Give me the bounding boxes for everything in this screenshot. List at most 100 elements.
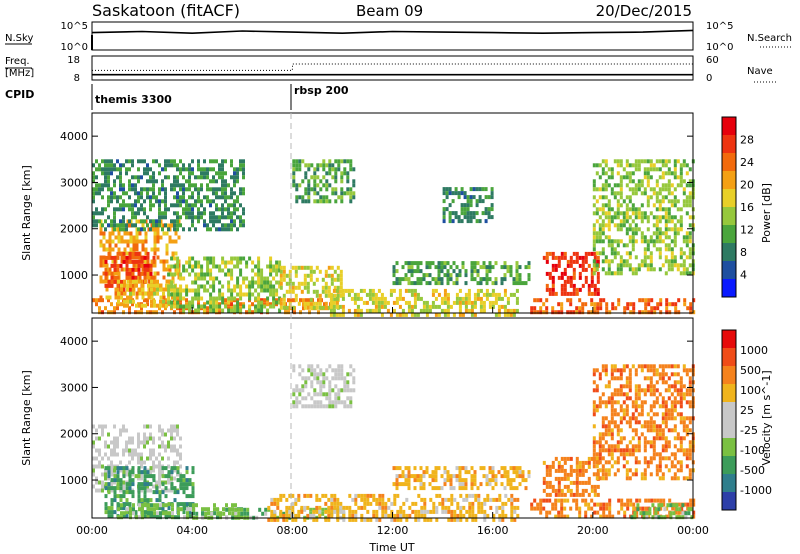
velocity-cell — [676, 412, 680, 417]
velocity-cell — [688, 404, 692, 409]
velocity-cell — [622, 392, 626, 397]
power-cell — [601, 207, 605, 212]
velocity-cell — [162, 511, 165, 516]
power-cell — [629, 310, 633, 315]
velocity-cell — [470, 482, 474, 487]
velocity-cell — [551, 460, 555, 465]
velocity-cell — [387, 505, 391, 510]
power-cell — [107, 215, 110, 220]
power-cell — [503, 273, 507, 278]
power-cell — [257, 264, 261, 269]
velocity-cell — [432, 509, 436, 514]
power-cell — [613, 191, 617, 196]
power-cell — [230, 306, 233, 311]
power-cell — [610, 251, 614, 256]
velocity-cell — [447, 509, 451, 514]
power-cell — [335, 296, 339, 301]
velocity-cell — [619, 404, 623, 409]
power-cell — [377, 300, 381, 305]
power-cell — [368, 288, 372, 293]
power-cell — [194, 308, 198, 313]
power-cell — [120, 259, 124, 264]
velocity-cell — [234, 511, 237, 516]
velocity-cell — [158, 428, 161, 433]
velocity-cell — [129, 511, 132, 516]
velocity-cell — [351, 509, 355, 514]
velocity-cell — [452, 474, 456, 479]
power-cell — [254, 264, 258, 269]
power-cell — [212, 260, 216, 265]
power-cell — [128, 167, 131, 172]
velocity-cell — [485, 482, 489, 487]
power-cell — [616, 263, 620, 268]
power-cell — [545, 251, 549, 256]
power-cell — [475, 219, 479, 224]
velocity-cell — [578, 492, 582, 497]
power-cell — [149, 310, 152, 315]
velocity-cell — [327, 517, 331, 522]
velocity-cell — [191, 490, 195, 495]
power-cell — [242, 167, 245, 172]
power-cell — [301, 179, 305, 184]
velocity-cell — [315, 517, 319, 522]
power-cell — [347, 292, 351, 297]
power-cell — [607, 219, 611, 224]
power-cell — [174, 251, 178, 256]
power-colorbar-swatch — [722, 225, 736, 243]
power-cell — [395, 312, 399, 317]
velocity-cell — [670, 384, 674, 389]
power-cell — [593, 287, 597, 292]
power-cell — [279, 273, 283, 278]
velocity-cell — [117, 507, 120, 512]
velocity-cell — [637, 388, 641, 393]
velocity-cell — [590, 488, 594, 493]
velocity-cell — [625, 392, 629, 397]
velocity-cell — [348, 517, 352, 522]
noise-left-label: N.Sky — [5, 33, 33, 44]
power-cell — [161, 199, 164, 204]
velocity-cell — [613, 420, 617, 425]
power-cell — [122, 223, 125, 228]
power-cell — [598, 163, 602, 168]
power-cell — [233, 175, 236, 180]
power-cell — [179, 304, 183, 309]
velocity-cell — [592, 460, 596, 465]
power-cell — [218, 207, 221, 212]
velocity-cell — [652, 400, 656, 405]
power-colorbar-swatch — [722, 117, 736, 135]
velocity-cell — [152, 448, 155, 453]
velocity-cell — [450, 501, 454, 506]
velocity-cell — [113, 494, 117, 499]
velocity-cell — [150, 511, 153, 516]
velocity-cell — [423, 505, 427, 510]
power-cell — [548, 251, 552, 256]
velocity-cell — [110, 498, 114, 503]
power-cell — [191, 296, 195, 301]
power-cell — [233, 288, 237, 293]
velocity-cell — [560, 510, 564, 515]
power-cell — [596, 306, 600, 311]
velocity-cell — [423, 497, 427, 502]
velocity-cell — [557, 492, 561, 497]
velocity-cell — [282, 511, 286, 516]
power-cell — [122, 259, 126, 264]
velocity-cell — [192, 503, 195, 508]
velocity-cell — [381, 509, 385, 514]
power-cell — [257, 308, 261, 313]
power-cells — [92, 159, 696, 317]
velocity-cell — [617, 510, 621, 515]
power-cell — [601, 159, 605, 164]
velocity-cell — [449, 486, 453, 491]
power-cell — [200, 264, 204, 269]
velocity-cell — [149, 448, 152, 453]
velocity-cell — [689, 498, 693, 503]
power-cell — [120, 291, 124, 296]
power-cell — [218, 310, 221, 315]
velocity-cell — [95, 488, 98, 493]
power-cell — [413, 296, 417, 301]
velocity-cell — [149, 498, 153, 503]
power-cell — [457, 219, 461, 224]
power-cell — [117, 279, 120, 284]
velocity-cell — [507, 497, 511, 502]
power-cell — [649, 175, 653, 180]
